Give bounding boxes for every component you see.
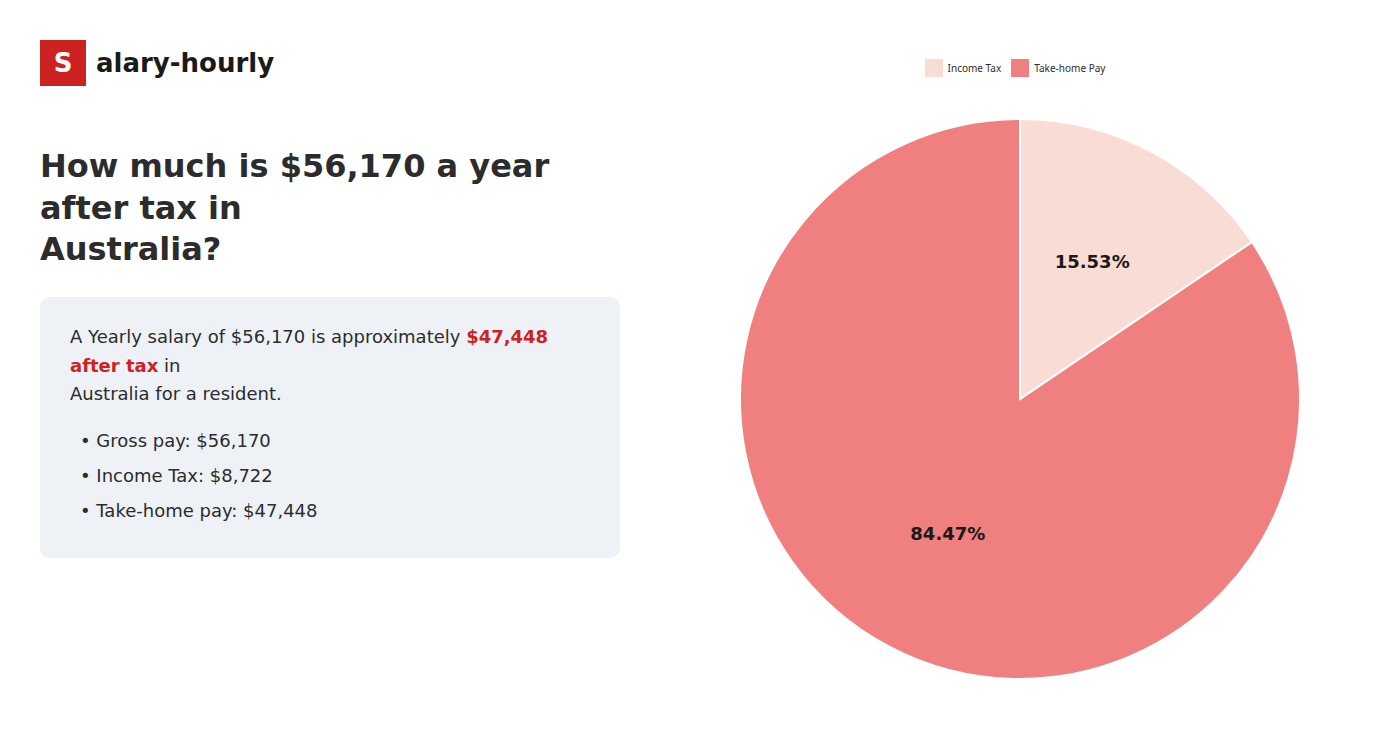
html-text:Income Tax: Income Tax bbox=[947, 60, 1002, 75]
html-text:S: S bbox=[53, 48, 73, 78]
html-text:alary-hourly: alary-hourly bbox=[96, 48, 275, 78]
html-text:A Yearly salary of $56,170 is: A Yearly salary of $56,170 is approximat… bbox=[70, 325, 549, 376]
svg-text:84.47%: 84.47% bbox=[910, 523, 985, 544]
html-text:Take-home Pay: Take-home Pay bbox=[1034, 60, 1106, 75]
html-text:• Gross pay: $56,170: • Gross pay: $56,170 bbox=[80, 430, 271, 452]
html-text:How much is $56,170 a year aft: How much is $56,170 a year after tax in … bbox=[40, 147, 550, 269]
html-text:Australia for a resident.: Australia for a resident. bbox=[70, 383, 282, 405]
svg-text:15.53%: 15.53% bbox=[1055, 251, 1130, 272]
html-text:• Take-home pay: $47,448: • Take-home pay: $47,448 bbox=[80, 499, 318, 521]
html-text:• Income Tax: $8,722: • Income Tax: $8,722 bbox=[80, 465, 273, 486]
